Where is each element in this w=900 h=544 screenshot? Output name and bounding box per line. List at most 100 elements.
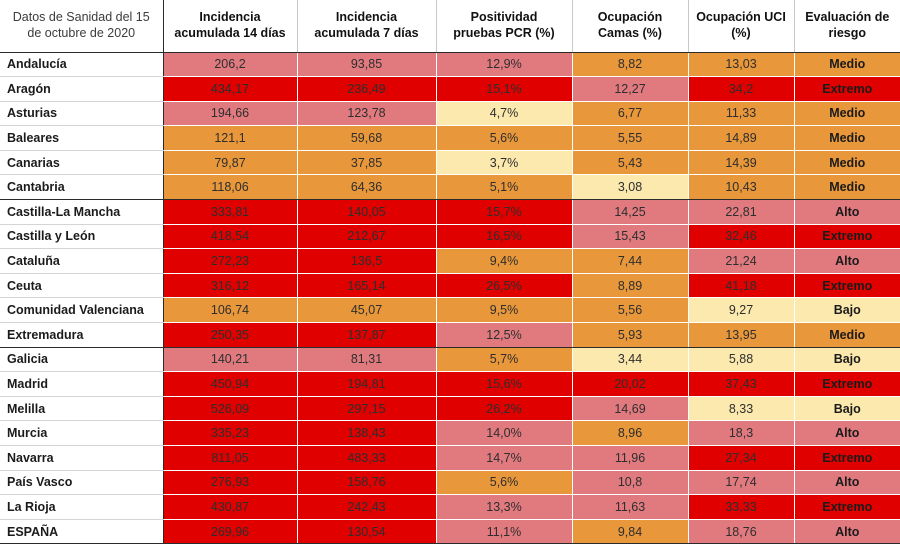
header-region-line2: de octubre de 2020 [27, 25, 136, 40]
cell-incidencia-7: 236,49 [297, 76, 437, 102]
cell-incidencia-7: 297,15 [297, 396, 437, 422]
cell-incidencia-7: 81,31 [297, 347, 437, 373]
column-header-ocupacion-camas: Ocupación Camas (%) [571, 0, 689, 53]
cell-positividad-pcr: 14,7% [435, 445, 573, 471]
cell-incidencia-14: 118,06 [163, 174, 298, 201]
cell-ocupacion-camas: 5,93 [571, 322, 689, 348]
cell-evaluacion-riesgo: Bajo [793, 297, 900, 324]
header-camas-line2: Camas (%) [598, 25, 662, 40]
cell-evaluacion-riesgo: Alto [793, 518, 900, 544]
table-row: Castilla-La Mancha 333,81 140,05 15,7% 14,25… [0, 199, 900, 225]
cell-evaluacion-riesgo: Bajo [793, 396, 900, 422]
cell-ocupacion-uci: 32,46 [688, 224, 795, 250]
cell-positividad-pcr: 14,0% [435, 420, 573, 446]
header-row: Datos de Sanidad del 15 de octubre de 20… [0, 0, 900, 53]
cell-positividad-pcr: 4,7% [435, 101, 573, 127]
header-pcr-line1: Positividad [470, 10, 538, 25]
cell-incidencia-7: 138,43 [297, 420, 437, 446]
cell-region: Baleares [0, 125, 164, 151]
cell-incidencia-14: 333,81 [163, 199, 298, 225]
cell-region: Canarias [0, 150, 164, 176]
cell-positividad-pcr: 5,6% [435, 125, 573, 151]
table-row: Canarias 79,87 37,85 3,7% 5,43 14,39 Medio [0, 150, 900, 176]
table-row: Cantabria 118,06 64,36 5,1% 3,08 10,43 Medio [0, 174, 900, 201]
table-row: ESPAÑA 269,96 130,54 11,1% 9,84 18,76 Alto [0, 518, 900, 544]
cell-ocupacion-uci: 34,2 [688, 76, 795, 102]
cell-evaluacion-riesgo: Medio [793, 322, 900, 348]
header-uci-line2: (%) [731, 25, 751, 40]
cell-incidencia-7: 59,68 [297, 125, 437, 151]
cell-ocupacion-uci: 14,39 [688, 150, 795, 176]
column-header-positividad-pcr: Positividad pruebas PCR (%) [435, 0, 573, 53]
cell-evaluacion-riesgo: Medio [793, 150, 900, 176]
cell-incidencia-14: 140,21 [163, 347, 298, 373]
header-ia7-line1: Incidencia [335, 10, 398, 25]
cell-incidencia-14: 276,93 [163, 470, 298, 496]
cell-incidencia-7: 64,36 [297, 174, 437, 201]
table-row: Navarra 811,05 483,33 14,7% 11,96 27,34 Extrem… [0, 445, 900, 471]
cell-ocupacion-camas: 12,27 [571, 76, 689, 102]
cell-region: Cataluña [0, 248, 164, 274]
table-row: Extremadura 250,35 137,87 12,5% 5,93 13,95 Med… [0, 322, 900, 348]
cell-evaluacion-riesgo: Alto [793, 470, 900, 496]
header-region-line1: Datos de Sanidad del 15 [12, 10, 150, 25]
cell-ocupacion-camas: 14,25 [571, 199, 689, 225]
cell-incidencia-7: 37,85 [297, 150, 437, 176]
header-ia14-line2: acumulada 14 días [174, 25, 286, 40]
cell-evaluacion-riesgo: Extremo [793, 224, 900, 250]
cell-ocupacion-camas: 8,89 [571, 273, 689, 299]
cell-ocupacion-camas: 7,44 [571, 248, 689, 274]
cell-incidencia-14: 106,74 [163, 297, 298, 324]
cell-positividad-pcr: 5,6% [435, 470, 573, 496]
cell-evaluacion-riesgo: Alto [793, 248, 900, 274]
cell-ocupacion-camas: 20,02 [571, 371, 689, 397]
cell-region: Comunidad Valenciana [0, 297, 164, 324]
cell-incidencia-14: 269,96 [163, 518, 298, 544]
cell-incidencia-7: 242,43 [297, 494, 437, 520]
cell-ocupacion-uci: 37,43 [688, 371, 795, 397]
cell-incidencia-7: 123,78 [297, 101, 437, 127]
cell-ocupacion-uci: 22,81 [688, 199, 795, 225]
cell-ocupacion-camas: 3,44 [571, 347, 689, 373]
table-row: Andalucía 206,2 93,85 12,9% 8,82 13,03 Medio [0, 52, 900, 78]
cell-ocupacion-camas: 5,55 [571, 125, 689, 151]
cell-ocupacion-uci: 13,95 [688, 322, 795, 348]
cell-incidencia-14: 418,54 [163, 224, 298, 250]
cell-incidencia-7: 158,76 [297, 470, 437, 496]
cell-ocupacion-uci: 10,43 [688, 174, 795, 201]
cell-ocupacion-uci: 8,33 [688, 396, 795, 422]
cell-ocupacion-uci: 18,3 [688, 420, 795, 446]
cell-evaluacion-riesgo: Alto [793, 199, 900, 225]
cell-incidencia-7: 45,07 [297, 297, 437, 324]
cell-region: Andalucía [0, 52, 164, 78]
cell-ocupacion-uci: 18,76 [688, 518, 795, 544]
cell-ocupacion-uci: 11,33 [688, 101, 795, 127]
cell-region: Madrid [0, 371, 164, 397]
cell-region: Asturias [0, 101, 164, 127]
cell-region: Melilla [0, 396, 164, 422]
cell-region: País Vasco [0, 470, 164, 496]
cell-evaluacion-riesgo: Extremo [793, 76, 900, 102]
cell-region: Ceuta [0, 273, 164, 299]
cell-region: Galicia [0, 347, 164, 373]
cell-incidencia-7: 130,54 [297, 518, 437, 544]
cell-region: Aragón [0, 76, 164, 102]
cell-evaluacion-riesgo: Alto [793, 420, 900, 446]
table-row: Aragón 434,17 236,49 15,1% 12,27 34,2 Extremo [0, 76, 900, 102]
cell-evaluacion-riesgo: Extremo [793, 494, 900, 520]
cell-positividad-pcr: 26,5% [435, 273, 573, 299]
header-ia14-line1: Incidencia [199, 10, 261, 25]
cell-positividad-pcr: 3,7% [435, 150, 573, 176]
cell-evaluacion-riesgo: Medio [793, 125, 900, 151]
table-row: Comunidad Valenciana 106,74 45,07 9,5% 5,56 9… [0, 297, 900, 324]
cell-ocupacion-uci: 41,18 [688, 273, 795, 299]
cell-ocupacion-uci: 33,33 [688, 494, 795, 520]
cell-incidencia-7: 93,85 [297, 52, 437, 78]
table-header: Datos de Sanidad del 15 de octubre de 20… [0, 0, 900, 53]
column-header-ocupacion-uci: Ocupación UCI (%) [688, 0, 795, 53]
cell-evaluacion-riesgo: Extremo [793, 445, 900, 471]
cell-region: Murcia [0, 420, 164, 446]
cell-incidencia-14: 450,94 [163, 371, 298, 397]
cell-ocupacion-camas: 15,43 [571, 224, 689, 250]
